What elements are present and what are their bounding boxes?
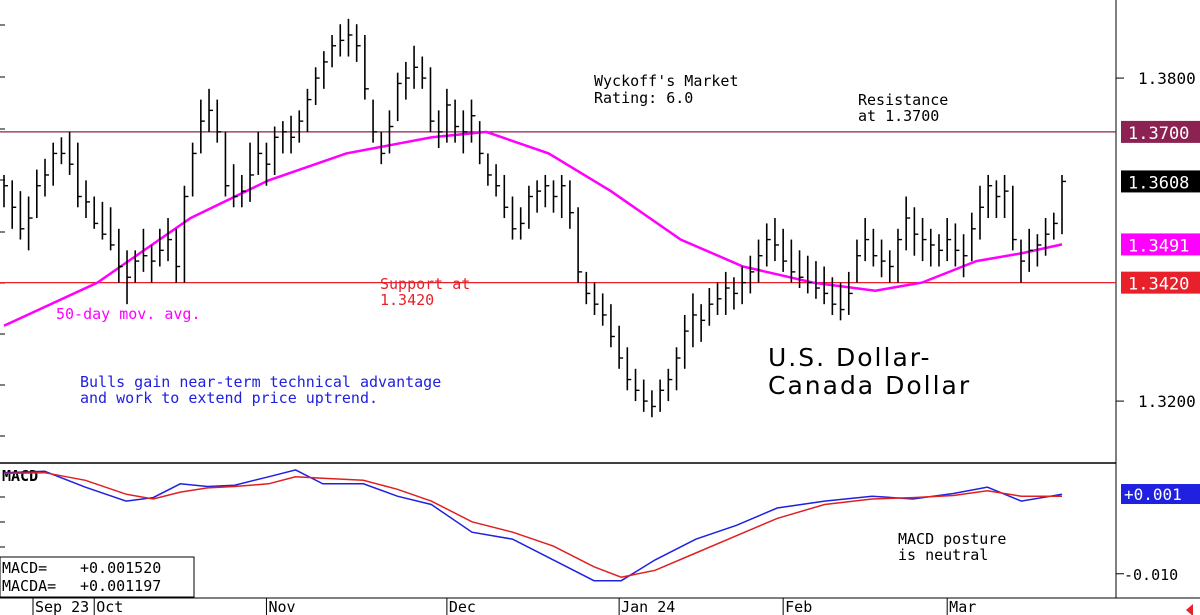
moving-average-label: 50-day mov. avg. [56,305,201,323]
wyckoff-rating-line-2: Rating: 6.0 [594,89,693,107]
level-tag: 1.3608 [1121,170,1200,193]
macd-readout-box: MACD= +0.001520 MACDA= +0.001197 [0,557,194,597]
chart-title-line-2: Canada Dollar [768,371,971,400]
level-tag: 1.3420 [1121,272,1200,295]
macd-panel-title: MACD [2,467,38,485]
support-label-line-2: 1.3420 [380,291,434,309]
macd-tag-label: +0.001 [1124,485,1182,504]
level-tag: 1.3700 [1121,121,1200,144]
time-tick-label: Feb [785,598,812,615]
macd-annotation-line-2: is neutral [898,546,988,564]
wyckoff-rating-line-1: Wyckoff's Market [594,72,739,90]
time-tick-label: Mar [949,598,976,615]
commentary-line-2: and work to extend price uptrend. [80,389,378,407]
time-tick-label: Jan 24 [621,598,675,615]
level-tag-label: 1.3420 [1128,275,1189,295]
macda-readout-label: MACDA= [2,577,56,595]
level-tag: 1.3491 [1121,233,1200,256]
resistance-label-line-2: at 1.3700 [858,107,939,125]
time-tick-label: Dec [449,598,476,615]
chart-title-line-1: U.S. Dollar- [768,343,931,372]
macd-axis-ticks: -0.010 [1116,566,1178,584]
level-tag-label: 1.3700 [1128,124,1189,144]
time-tick-label: Nov [268,598,295,615]
time-tick-label: Sep 23 [35,598,89,615]
macda-readout-value: +0.001197 [80,577,161,595]
price-tick-label: 1.3800 [1138,69,1196,88]
price-tick-label: 1.3200 [1138,392,1196,411]
level-tag-label: 1.3608 [1128,173,1189,193]
macd-tick-label: -0.010 [1124,566,1178,584]
macd-readout-label: MACD= [2,559,47,577]
macd-level-tag: +0.001 [1121,484,1200,504]
macd-readout-value: +0.001520 [80,559,161,577]
level-tag-label: 1.3491 [1128,236,1189,256]
time-tick-label: Oct [96,598,123,615]
